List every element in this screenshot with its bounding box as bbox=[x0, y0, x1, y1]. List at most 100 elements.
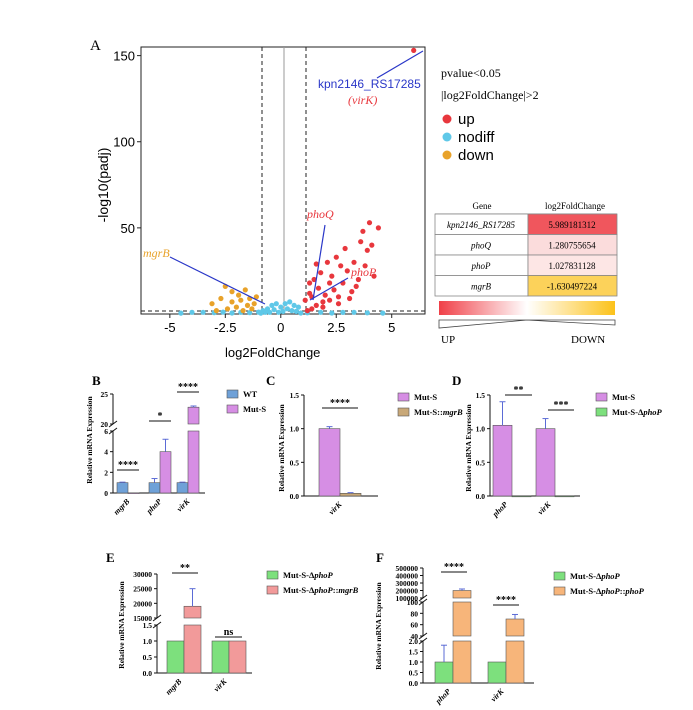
panel-letter-e: E bbox=[106, 550, 115, 565]
point-nodiff bbox=[280, 308, 286, 314]
point-up bbox=[344, 268, 350, 274]
fold-change-table: Gene log2FoldChange kpn2146_RS17285 5.989… bbox=[434, 201, 618, 297]
bar bbox=[228, 640, 247, 674]
legend-swatch bbox=[595, 392, 608, 402]
point-up bbox=[311, 276, 317, 283]
point-up bbox=[358, 239, 364, 245]
point-nodiff bbox=[364, 310, 370, 316]
point-down bbox=[224, 306, 231, 312]
x-tick-label-a: 0 bbox=[277, 320, 284, 335]
significance-label: **** bbox=[330, 398, 350, 409]
point-up bbox=[315, 285, 322, 291]
bar bbox=[116, 482, 129, 494]
bar bbox=[492, 424, 513, 497]
y-axis-label: Relative mRNA Expression bbox=[277, 403, 286, 491]
y-tick-label: 0.0 bbox=[290, 492, 300, 501]
legend-label: Mut-S::mgrB bbox=[414, 407, 463, 417]
volcano-axes: -5 -2.5 0 2.5 5 50 100 150 bbox=[113, 49, 395, 335]
point-down bbox=[236, 292, 242, 298]
point-down bbox=[233, 304, 239, 310]
legend-label-nodiff: nodiff bbox=[458, 129, 495, 146]
point-down bbox=[242, 287, 248, 293]
category-label: phoP bbox=[144, 497, 163, 516]
point-down bbox=[209, 301, 215, 307]
table-value-text: 1.027831128 bbox=[549, 261, 596, 271]
table-gene-text: phoQ bbox=[470, 241, 492, 251]
color-scale-bar bbox=[439, 301, 615, 315]
y-tick-label: 0 bbox=[104, 489, 108, 498]
point-up bbox=[335, 294, 342, 300]
panel-c: 0.0 0.5 1.0 1.5 Relative mRNA Expression virK… bbox=[277, 391, 463, 516]
point-nodiff bbox=[318, 309, 324, 315]
bar bbox=[187, 406, 200, 425]
y-tick-label: 100000 bbox=[396, 594, 419, 603]
y-tick-label: 15000 bbox=[133, 614, 152, 623]
bar bbox=[452, 601, 472, 637]
y-tick-label: 0.0 bbox=[409, 679, 419, 688]
x-tick-label-a: -2.5 bbox=[214, 320, 236, 335]
point-down bbox=[240, 308, 246, 314]
legend-marker-nodiff bbox=[442, 132, 452, 142]
annotation-virk-name: (virK) bbox=[348, 93, 377, 107]
category-label: mgrB bbox=[112, 497, 132, 517]
legend-tspan: phoP bbox=[600, 571, 620, 581]
point-down bbox=[218, 295, 224, 302]
point-up bbox=[353, 283, 359, 289]
y-tick-label: 25000 bbox=[133, 585, 152, 594]
point-nodiff bbox=[284, 306, 290, 312]
y-tick-label-a: 100 bbox=[113, 135, 135, 150]
significance-label: * bbox=[158, 411, 163, 422]
legend-label: Mut-S bbox=[612, 392, 635, 402]
volcano-points bbox=[178, 47, 417, 316]
legend-tspan: Mut-S bbox=[570, 571, 593, 581]
legend-tspan: WT bbox=[243, 389, 258, 399]
annotation-line-mgrb bbox=[169, 256, 266, 305]
legend-tspan: Mut-S bbox=[243, 404, 266, 414]
point-down bbox=[213, 308, 219, 314]
point-nodiff bbox=[269, 302, 275, 308]
legend-line-pvalue: pvalue<0.05 bbox=[441, 66, 501, 80]
y-tick-label: 1.0 bbox=[143, 637, 153, 646]
table-value-text: 1.280755654 bbox=[548, 241, 596, 251]
point-up bbox=[355, 276, 361, 283]
y-tick-label-a: 50 bbox=[121, 221, 135, 236]
point-down bbox=[251, 301, 257, 307]
category-label: virK bbox=[175, 497, 192, 514]
x-tick-label-a: 2.5 bbox=[327, 320, 345, 335]
point-nodiff bbox=[351, 309, 357, 315]
point-nodiff bbox=[340, 309, 346, 315]
legend-tspan: -Δ bbox=[635, 407, 644, 417]
y-tick-label: 2 bbox=[104, 468, 108, 477]
bar bbox=[159, 451, 172, 494]
point-up bbox=[342, 245, 348, 252]
legend-tspan: phoP bbox=[624, 586, 644, 596]
point-nodiff bbox=[267, 309, 273, 315]
annotation-line-phop bbox=[309, 277, 349, 301]
category-label: virK bbox=[212, 677, 229, 694]
point-nodiff bbox=[380, 310, 386, 316]
scale-label-up: UP bbox=[441, 334, 455, 346]
point-up bbox=[322, 292, 328, 298]
legend-swatch bbox=[397, 392, 410, 402]
point-up bbox=[349, 289, 355, 295]
bar bbox=[511, 495, 532, 498]
significance-label: **** bbox=[444, 562, 464, 573]
legend-label: Mut-S-ΔphoP bbox=[612, 407, 663, 417]
legend-label-up: up bbox=[458, 111, 475, 128]
point-up bbox=[307, 280, 313, 286]
legend-swatch bbox=[226, 389, 239, 399]
y-tick-label: 0.5 bbox=[476, 458, 486, 467]
panel-letter-d: D bbox=[452, 373, 461, 388]
point-up bbox=[313, 261, 319, 267]
category-label: virK bbox=[536, 500, 553, 517]
legend-tspan: phoP bbox=[600, 586, 620, 596]
table-gene-text: phoP bbox=[471, 261, 492, 271]
bar bbox=[183, 605, 202, 619]
panel-b: 0 2 4 620 25 Relative mRNA Expression mgrB phoP… bbox=[85, 382, 266, 517]
table-value-text: -1.630497224 bbox=[547, 282, 598, 292]
y-tick-label: 300000 bbox=[396, 579, 419, 588]
y-axis-label: Relative mRNA Expression bbox=[117, 580, 126, 668]
bar bbox=[452, 640, 472, 684]
legend-tspan: :: bbox=[437, 407, 443, 417]
